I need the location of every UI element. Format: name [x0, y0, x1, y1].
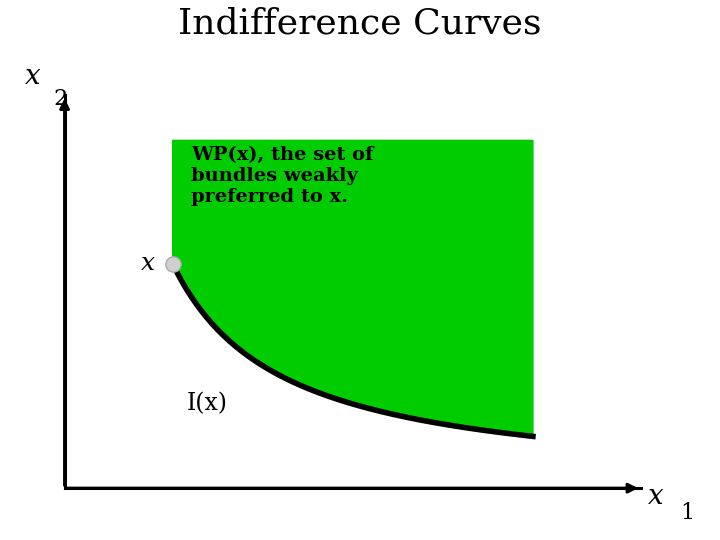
Text: x: x — [25, 63, 40, 90]
Text: WP(x), the set of
bundles weakly
preferred to x.: WP(x), the set of bundles weakly preferr… — [191, 146, 373, 206]
Text: 2: 2 — [54, 87, 68, 110]
Text: 1: 1 — [680, 502, 695, 524]
Text: x: x — [140, 252, 155, 275]
Text: I(x): I(x) — [187, 393, 228, 415]
Text: x: x — [648, 483, 664, 510]
Polygon shape — [173, 140, 533, 436]
Title: Indifference Curves: Indifference Curves — [179, 7, 541, 41]
